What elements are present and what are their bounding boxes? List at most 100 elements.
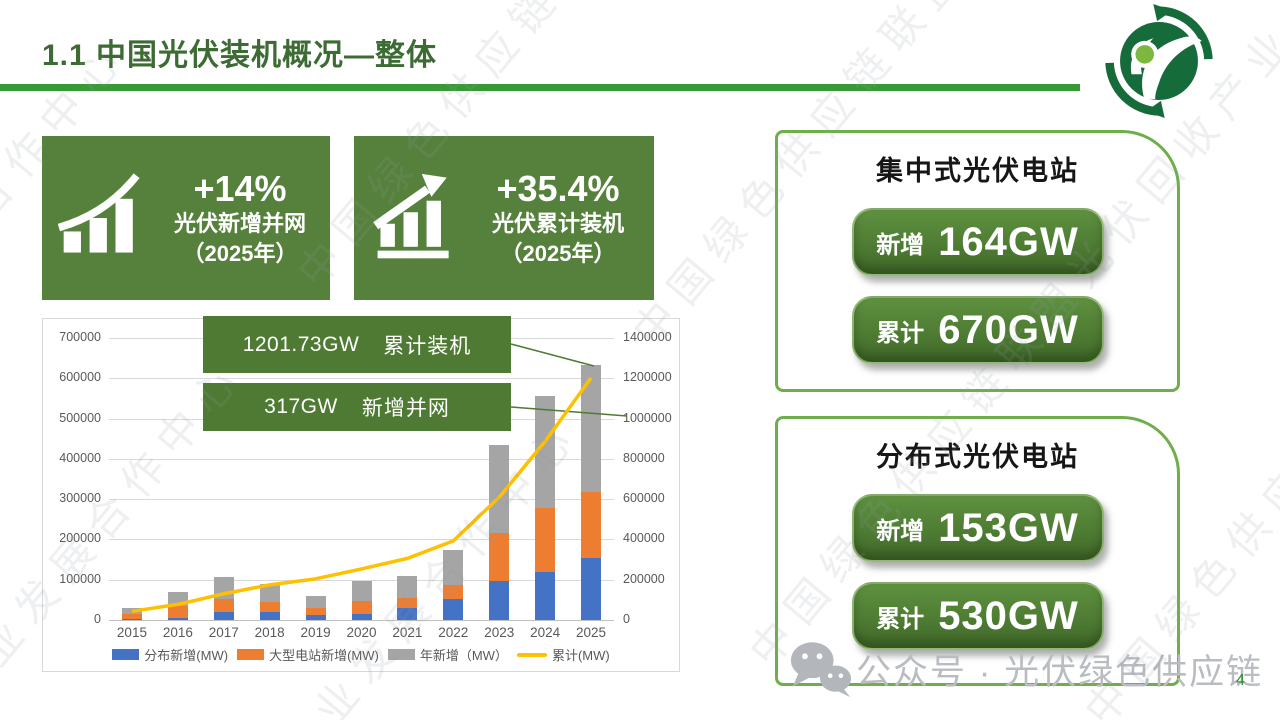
y-axis-label-right: 0	[623, 612, 630, 626]
grid-line	[109, 620, 614, 621]
annotation-label: 新增并网	[361, 397, 450, 420]
legend-label: 累计(MW)	[551, 648, 610, 663]
pill-value: 670GW	[938, 307, 1079, 352]
bar-segment	[397, 608, 418, 620]
bar-segment	[259, 611, 280, 620]
panel-title: 集中式光伏电站	[876, 156, 1079, 186]
legend-label: 大型电站新增(MW)	[269, 648, 379, 663]
bar-segment	[443, 599, 464, 620]
bar-segment	[581, 364, 602, 493]
bar-segment	[259, 602, 280, 612]
wechat-icon	[786, 636, 854, 703]
distributed-pv-panel: 分布式光伏电站 新增 153GW 累计 530GW	[775, 416, 1180, 686]
legend-swatch	[516, 652, 547, 657]
y-axis-label-left: 400000	[59, 450, 101, 465]
y-axis-label-right: 400000	[623, 531, 665, 546]
pill-value: 164GW	[938, 219, 1079, 264]
annotation-value: 1201.73GW	[242, 332, 360, 356]
bar-segment	[535, 508, 556, 573]
annotation-value: 317GW	[264, 395, 338, 418]
page-number: 4	[1236, 672, 1245, 689]
stat-card-cumulative: +35.4% 光伏累计装机 （2025年）	[354, 136, 654, 300]
pill-value: 530GW	[938, 593, 1079, 638]
title-underline	[0, 84, 1080, 91]
annotation-label: 累计装机	[383, 334, 472, 358]
pill-label: 新增	[876, 231, 925, 259]
panel-title: 分布式光伏电站	[876, 442, 1079, 472]
legend-item: 累计(MW)	[516, 645, 610, 664]
bar-segment	[581, 492, 602, 559]
rising-bars-arrow-icon	[362, 170, 470, 266]
x-axis-label: 2024	[530, 625, 561, 640]
y-axis-label-left: 700000	[59, 330, 101, 344]
pill-label: 新增	[876, 517, 925, 545]
y-axis-label-left: 300000	[59, 491, 101, 506]
pill-new: 新增 164GW	[851, 208, 1104, 276]
bar-segment	[305, 607, 326, 616]
pill-value: 153GW	[938, 505, 1079, 550]
bar-segment	[443, 584, 464, 600]
bar-segment	[213, 612, 234, 620]
chart-legend: 分布新增(MW) 大型电站新增(MW) 年新增（MW） 累计(MW)	[43, 645, 679, 664]
y-axis-label-left: 600000	[59, 370, 101, 385]
y-axis-label-right: 200000	[623, 571, 665, 586]
y-axis-label-left: 100000	[59, 571, 101, 586]
bar-segment	[351, 581, 372, 601]
bar-segment	[397, 575, 418, 598]
bar-segment	[489, 581, 510, 620]
stat-label-year: （2025年）	[500, 240, 616, 266]
bar-segment	[305, 595, 326, 608]
x-axis-label: 2017	[208, 625, 239, 640]
y-axis-label-right: 1200000	[623, 370, 672, 385]
legend-swatch	[387, 649, 415, 660]
stat-label-year: （2025年）	[182, 240, 298, 266]
y-axis-label-right: 1400000	[623, 330, 672, 344]
bar-segment	[397, 597, 418, 609]
x-axis-label: 2021	[392, 625, 423, 640]
bar-segment	[213, 598, 234, 613]
pv-recycle-logo-icon	[1102, 4, 1216, 118]
stat-label: 光伏新增并网	[173, 211, 306, 236]
x-axis-label: 2018	[254, 625, 285, 640]
bar-segment	[581, 558, 602, 620]
bar-segment	[259, 584, 280, 603]
x-axis-label: 2025	[576, 625, 607, 640]
bar-segment	[305, 615, 326, 620]
bar-segment	[351, 613, 372, 620]
wechat-account-text: 公众号 · 光伏绿色供应链	[856, 653, 1264, 692]
stat-label: 光伏累计装机	[491, 211, 624, 236]
x-axis-label: 2022	[438, 625, 469, 640]
centralized-pv-panel: 集中式光伏电站 新增 164GW 累计 670GW	[775, 130, 1180, 392]
bar-segment	[351, 600, 372, 614]
stat-card-new-grid: +14% 光伏新增并网 （2025年）	[42, 136, 330, 300]
bar-segment	[535, 572, 556, 620]
x-axis-label: 2016	[162, 625, 193, 640]
bar-segment	[121, 613, 142, 620]
pill-new: 新增 153GW	[851, 494, 1104, 562]
legend-swatch	[237, 649, 265, 660]
page-title: 1.1 中国光伏装机概况—整体	[42, 39, 438, 72]
bar-segment	[167, 606, 188, 619]
y-axis-label-left: 0	[94, 612, 101, 626]
y-axis-label-left: 200000	[59, 531, 101, 546]
bar-segment	[213, 577, 234, 599]
bar-segment	[489, 532, 510, 582]
stat-value: +35.4%	[496, 167, 620, 209]
x-axis-label: 2023	[484, 625, 515, 640]
legend-label: 分布新增(MW)	[144, 648, 229, 663]
y-axis-label-right: 1000000	[623, 410, 672, 425]
pill-cumulative: 累计 530GW	[851, 582, 1104, 650]
annotation-new-grid: 317GW 新增并网	[203, 383, 511, 431]
installation-chart: 0 0 100000 200000 200000 400000 300000 600000 40…	[42, 316, 680, 672]
legend-item: 大型电站新增(MW)	[237, 645, 379, 664]
x-axis-label: 2019	[300, 625, 331, 640]
bar-segment	[167, 618, 188, 620]
annotation-cumulative: 1201.73GW 累计装机	[203, 316, 511, 373]
legend-item: 年新增（MW）	[387, 645, 508, 664]
rising-bars-curve-icon	[50, 170, 158, 266]
stat-value: +14%	[193, 167, 287, 209]
pill-cumulative: 累计 670GW	[851, 296, 1104, 364]
y-axis-label-right: 800000	[623, 450, 665, 465]
y-axis-label-right: 600000	[623, 491, 665, 506]
